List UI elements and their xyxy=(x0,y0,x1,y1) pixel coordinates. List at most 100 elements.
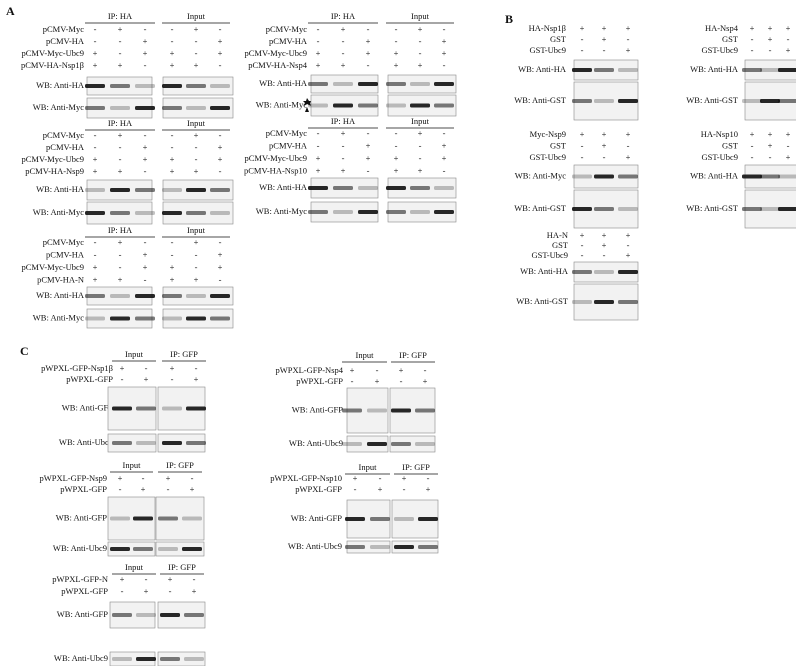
blot-label: WB: Anti-HA xyxy=(36,80,85,90)
sign: - xyxy=(219,24,222,34)
band xyxy=(358,104,378,108)
sign: - xyxy=(195,48,198,58)
sign: + xyxy=(218,36,223,46)
blot-label: WB: Anti-Myc xyxy=(33,312,84,322)
sign: + xyxy=(143,36,148,46)
row-label: GST-Ubc9 xyxy=(701,152,738,162)
sign: - xyxy=(443,128,446,138)
sign: + xyxy=(341,60,346,70)
sign: - xyxy=(769,45,772,55)
row-label: pCMV-HA xyxy=(46,249,85,259)
band xyxy=(333,104,353,108)
blot-label: WB: Anti-HA xyxy=(259,78,308,88)
band xyxy=(136,441,156,445)
row-label: pWPXL-GFP-Nsp4 xyxy=(275,365,343,375)
sign: - xyxy=(219,130,222,140)
blot-label: WB: Anti-HA xyxy=(36,290,85,300)
sign: - xyxy=(94,142,97,152)
sign: + xyxy=(786,45,791,55)
band xyxy=(186,441,206,445)
sign: - xyxy=(119,48,122,58)
row-label: HA-Nsp1β xyxy=(529,23,566,33)
sign: + xyxy=(602,140,607,150)
band xyxy=(572,300,592,304)
band xyxy=(160,657,180,661)
sign: - xyxy=(427,473,430,483)
blot-label: WB: Anti-GFP xyxy=(56,512,108,522)
sign: + xyxy=(93,48,98,58)
band xyxy=(85,106,105,110)
band xyxy=(418,517,438,521)
sign: - xyxy=(395,140,398,150)
band xyxy=(308,104,328,108)
sign: - xyxy=(367,60,370,70)
group-header: Input xyxy=(187,225,206,235)
band xyxy=(186,188,206,192)
band xyxy=(572,175,592,179)
blot-label: WB: Anti-HA xyxy=(36,184,85,194)
sign: - xyxy=(195,142,198,152)
band xyxy=(594,68,614,72)
band xyxy=(572,270,592,274)
sign: + xyxy=(402,473,407,483)
band xyxy=(162,294,182,298)
band xyxy=(110,84,130,88)
blot-label: WB: Anti-Myc xyxy=(515,170,566,180)
sign: - xyxy=(94,130,97,140)
sign: + xyxy=(143,154,148,164)
band xyxy=(358,82,378,86)
sign: + xyxy=(353,473,358,483)
sign: - xyxy=(627,140,630,150)
band xyxy=(778,99,796,103)
sign: + xyxy=(366,153,371,163)
band xyxy=(760,175,780,179)
group-header: Input xyxy=(356,350,375,360)
row-label: pWPXL-GFP xyxy=(66,374,113,384)
sign: - xyxy=(119,142,122,152)
group-header: IP: HA xyxy=(331,116,356,126)
band xyxy=(594,175,614,179)
band xyxy=(778,207,796,211)
band xyxy=(434,210,454,214)
sign: + xyxy=(786,23,791,33)
sign: - xyxy=(169,586,172,596)
sign: + xyxy=(366,36,371,46)
row-label: HA-Nsp4 xyxy=(705,23,739,33)
sign: + xyxy=(580,129,585,139)
blot-label: WB: Anti-Ubc9 xyxy=(288,541,342,551)
sign: - xyxy=(419,48,422,58)
band xyxy=(110,294,130,298)
sign: - xyxy=(367,128,370,138)
band xyxy=(386,186,406,190)
sign: + xyxy=(602,240,607,250)
band xyxy=(135,294,155,298)
band xyxy=(391,442,411,446)
band xyxy=(162,317,182,321)
sign: - xyxy=(354,484,357,494)
band xyxy=(618,175,638,179)
sign: - xyxy=(443,165,446,175)
blot-label: WB: Anti-HA xyxy=(520,266,569,276)
band xyxy=(308,210,328,214)
sign: + xyxy=(170,48,175,58)
blot-label: WB: Anti-Ubc9 xyxy=(59,437,113,447)
row-label: pWPXL-GFP-Nsp9 xyxy=(39,473,107,483)
sign: - xyxy=(317,24,320,34)
sign: + xyxy=(120,363,125,373)
sign: + xyxy=(442,153,447,163)
blot-label: WB: Anti-Ubc9 xyxy=(53,543,107,553)
sign: - xyxy=(787,34,790,44)
band xyxy=(342,442,362,446)
sign: + xyxy=(93,262,98,272)
sign: - xyxy=(195,262,198,272)
band xyxy=(342,409,362,413)
sign: + xyxy=(194,237,199,247)
sign: + xyxy=(170,154,175,164)
row-label: GST xyxy=(552,240,569,250)
band xyxy=(778,175,796,179)
sign: - xyxy=(419,153,422,163)
sign: - xyxy=(751,140,754,150)
blot-label: WB: Anti-GST xyxy=(686,95,739,105)
band xyxy=(186,106,206,110)
sign: + xyxy=(170,363,175,373)
